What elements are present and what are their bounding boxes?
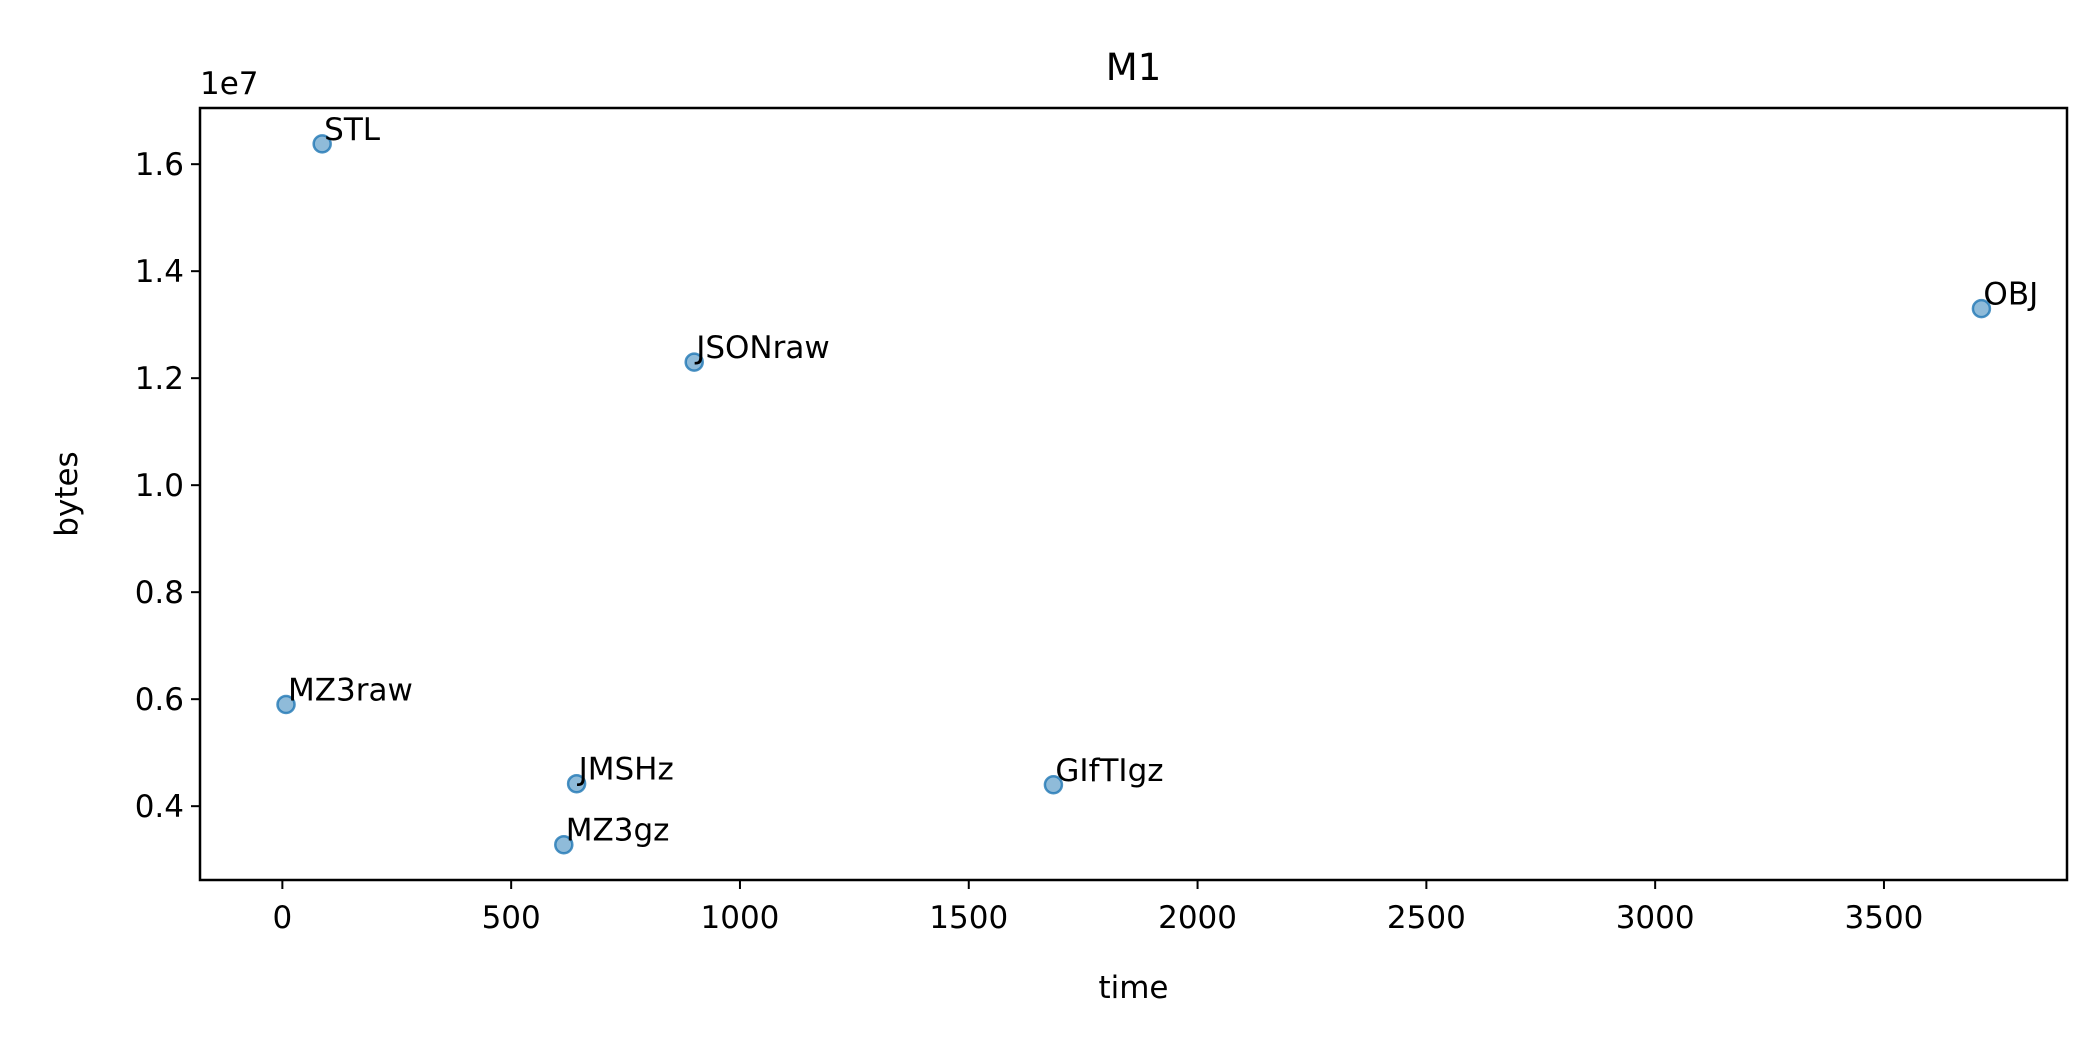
y-tick-label: 1.2 xyxy=(135,361,184,397)
x-axis-ticks: 0 500 1000 1500 2000 2500 3000 3500 xyxy=(273,880,1924,936)
x-tick-label: 2000 xyxy=(1158,900,1237,936)
y-axis-ticks: 0.4 0.6 0.8 1.0 1.2 1.4 1.6 xyxy=(135,147,200,825)
data-point xyxy=(276,694,296,715)
data-point xyxy=(312,134,332,154)
data-point xyxy=(1043,775,1064,795)
x-tick-label: 2500 xyxy=(1387,900,1466,936)
x-tick-label: 500 xyxy=(482,900,541,936)
data-point-label: MZ3gz xyxy=(566,813,670,849)
y-tick-label: 1.0 xyxy=(135,468,184,504)
data-point-label: MZ3raw xyxy=(288,673,413,709)
x-tick-label: 1000 xyxy=(701,900,780,936)
data-point xyxy=(684,352,704,372)
data-point xyxy=(1971,298,1992,319)
x-tick-label: 3500 xyxy=(1845,900,1924,936)
data-point-label: GIfTIgz xyxy=(1055,753,1163,789)
y-tick-label: 0.8 xyxy=(135,575,184,611)
x-axis-label: time xyxy=(1098,970,1168,1006)
chart-title: M1 xyxy=(1106,46,1161,89)
data-point-label: JSONraw xyxy=(694,330,830,366)
x-tick-label: 0 xyxy=(273,900,293,936)
data-point-label: OBJ xyxy=(1983,277,2038,313)
chart-marks: STL OBJ JSONraw MZ3raw JMSHz GIfTIgz MZ3gz xyxy=(276,112,2038,855)
y-tick-label: 0.4 xyxy=(135,789,184,825)
y-axis-offset-label: 1e7 xyxy=(200,66,259,102)
y-tick-label: 1.4 xyxy=(135,254,184,290)
y-axis-label: bytes xyxy=(49,451,85,536)
y-tick-label: 0.6 xyxy=(135,682,184,718)
x-tick-label: 3000 xyxy=(1616,900,1695,936)
plot-area-frame xyxy=(198,106,2069,882)
data-point-label: STL xyxy=(324,112,381,148)
data-point-label: JMSHz xyxy=(577,752,674,788)
data-point xyxy=(566,773,587,794)
data-point xyxy=(554,834,574,855)
y-tick-label: 1.6 xyxy=(135,147,184,183)
x-tick-label: 1500 xyxy=(929,900,1008,936)
